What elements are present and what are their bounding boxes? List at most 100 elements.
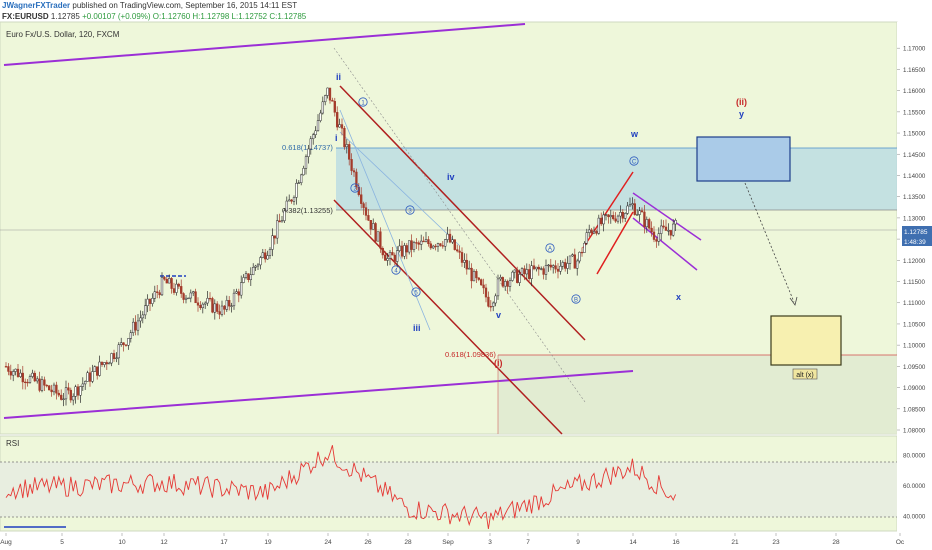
price-tick-label: 1.10500	[903, 321, 926, 328]
price-tick-label: 1.09500	[903, 364, 926, 371]
time-axis[interactable]	[0, 533, 897, 550]
candle	[667, 230, 670, 232]
candle	[619, 212, 622, 217]
candle	[228, 300, 231, 307]
candle	[206, 297, 209, 304]
price-tick-label: 1.15000	[903, 131, 926, 138]
candle	[134, 321, 137, 331]
candle	[384, 254, 387, 261]
candle	[408, 240, 411, 253]
candle	[235, 291, 238, 294]
price-tick-label: 1.09000	[903, 385, 926, 392]
time-tick-label: 28	[832, 539, 840, 546]
time-tick-label: 7	[526, 539, 530, 546]
candle	[302, 168, 305, 176]
down-channel-lower	[333, 199, 563, 435]
candle	[115, 357, 118, 359]
candle	[43, 379, 46, 386]
candle	[568, 255, 572, 264]
candle	[436, 243, 440, 247]
candle	[153, 291, 156, 299]
wave-label-y: y	[739, 109, 744, 119]
candle	[343, 128, 346, 148]
candle	[336, 112, 339, 128]
candle	[103, 362, 106, 365]
wave-circle-label: 1	[361, 100, 365, 106]
candle	[194, 291, 197, 304]
candle	[9, 371, 12, 376]
fib-label-upper: 0.618(1.14737)	[282, 143, 333, 152]
candle	[607, 214, 610, 218]
candle	[547, 264, 550, 267]
candle	[364, 207, 368, 216]
candle	[588, 229, 591, 233]
wave-label-iii: iii	[413, 323, 421, 333]
time-tick-label: 9	[576, 539, 580, 546]
symbol-label[interactable]: FX:EURUSD	[2, 12, 49, 21]
candle	[504, 281, 507, 287]
fib-label-mid: 0.382(1.13255)	[282, 206, 333, 215]
candle	[499, 277, 502, 280]
candle	[204, 302, 207, 305]
time-tick-label: 26	[364, 539, 372, 546]
candle	[309, 138, 312, 150]
target-zone-blue[interactable]	[696, 136, 791, 182]
target-zone-yellow[interactable]	[770, 315, 842, 366]
candle	[139, 317, 142, 322]
candle	[348, 144, 351, 160]
candle	[391, 252, 394, 256]
author-link[interactable]: JWagnerFXTrader	[2, 1, 71, 10]
candle	[57, 392, 60, 396]
candle	[511, 271, 514, 281]
candle	[52, 384, 56, 393]
candle	[350, 159, 353, 171]
candle	[420, 240, 423, 245]
wave-circle-icon	[391, 265, 401, 275]
candle	[26, 381, 29, 384]
candle	[552, 265, 555, 268]
candle	[252, 267, 255, 275]
candle	[381, 248, 384, 256]
candle	[295, 182, 298, 198]
candle	[24, 381, 27, 384]
candle	[338, 124, 341, 128]
candle	[50, 389, 53, 393]
candle	[403, 245, 406, 257]
candle	[573, 254, 576, 269]
candle	[554, 265, 557, 270]
candle	[208, 297, 212, 300]
candle	[290, 199, 293, 202]
candle	[388, 252, 392, 259]
candle	[561, 262, 564, 267]
candlestick-series[interactable]	[4, 87, 677, 407]
time-tick-label: Oc	[896, 539, 905, 546]
candle	[324, 95, 327, 103]
candle	[374, 223, 377, 242]
channel-lower-line	[3, 370, 634, 419]
candle	[674, 220, 677, 225]
candle	[16, 368, 20, 377]
candle	[657, 233, 660, 242]
candle	[201, 303, 204, 309]
candle	[597, 217, 600, 234]
candle	[489, 306, 492, 308]
candle	[132, 321, 135, 333]
candle	[225, 300, 228, 310]
candle	[590, 229, 593, 234]
price-tick-label: 1.14000	[903, 173, 926, 180]
candle	[355, 171, 358, 188]
candle	[621, 212, 624, 219]
candle	[33, 372, 36, 382]
candle	[487, 296, 490, 307]
candle	[650, 227, 653, 233]
candle	[146, 298, 149, 306]
candle	[367, 215, 370, 221]
candle	[604, 214, 608, 216]
candle	[249, 274, 252, 280]
candle	[100, 361, 104, 365]
price-tick-label: 1.08000	[903, 428, 926, 435]
price-axis[interactable]	[897, 22, 932, 550]
rsi-band	[0, 462, 897, 517]
candle	[266, 255, 269, 260]
